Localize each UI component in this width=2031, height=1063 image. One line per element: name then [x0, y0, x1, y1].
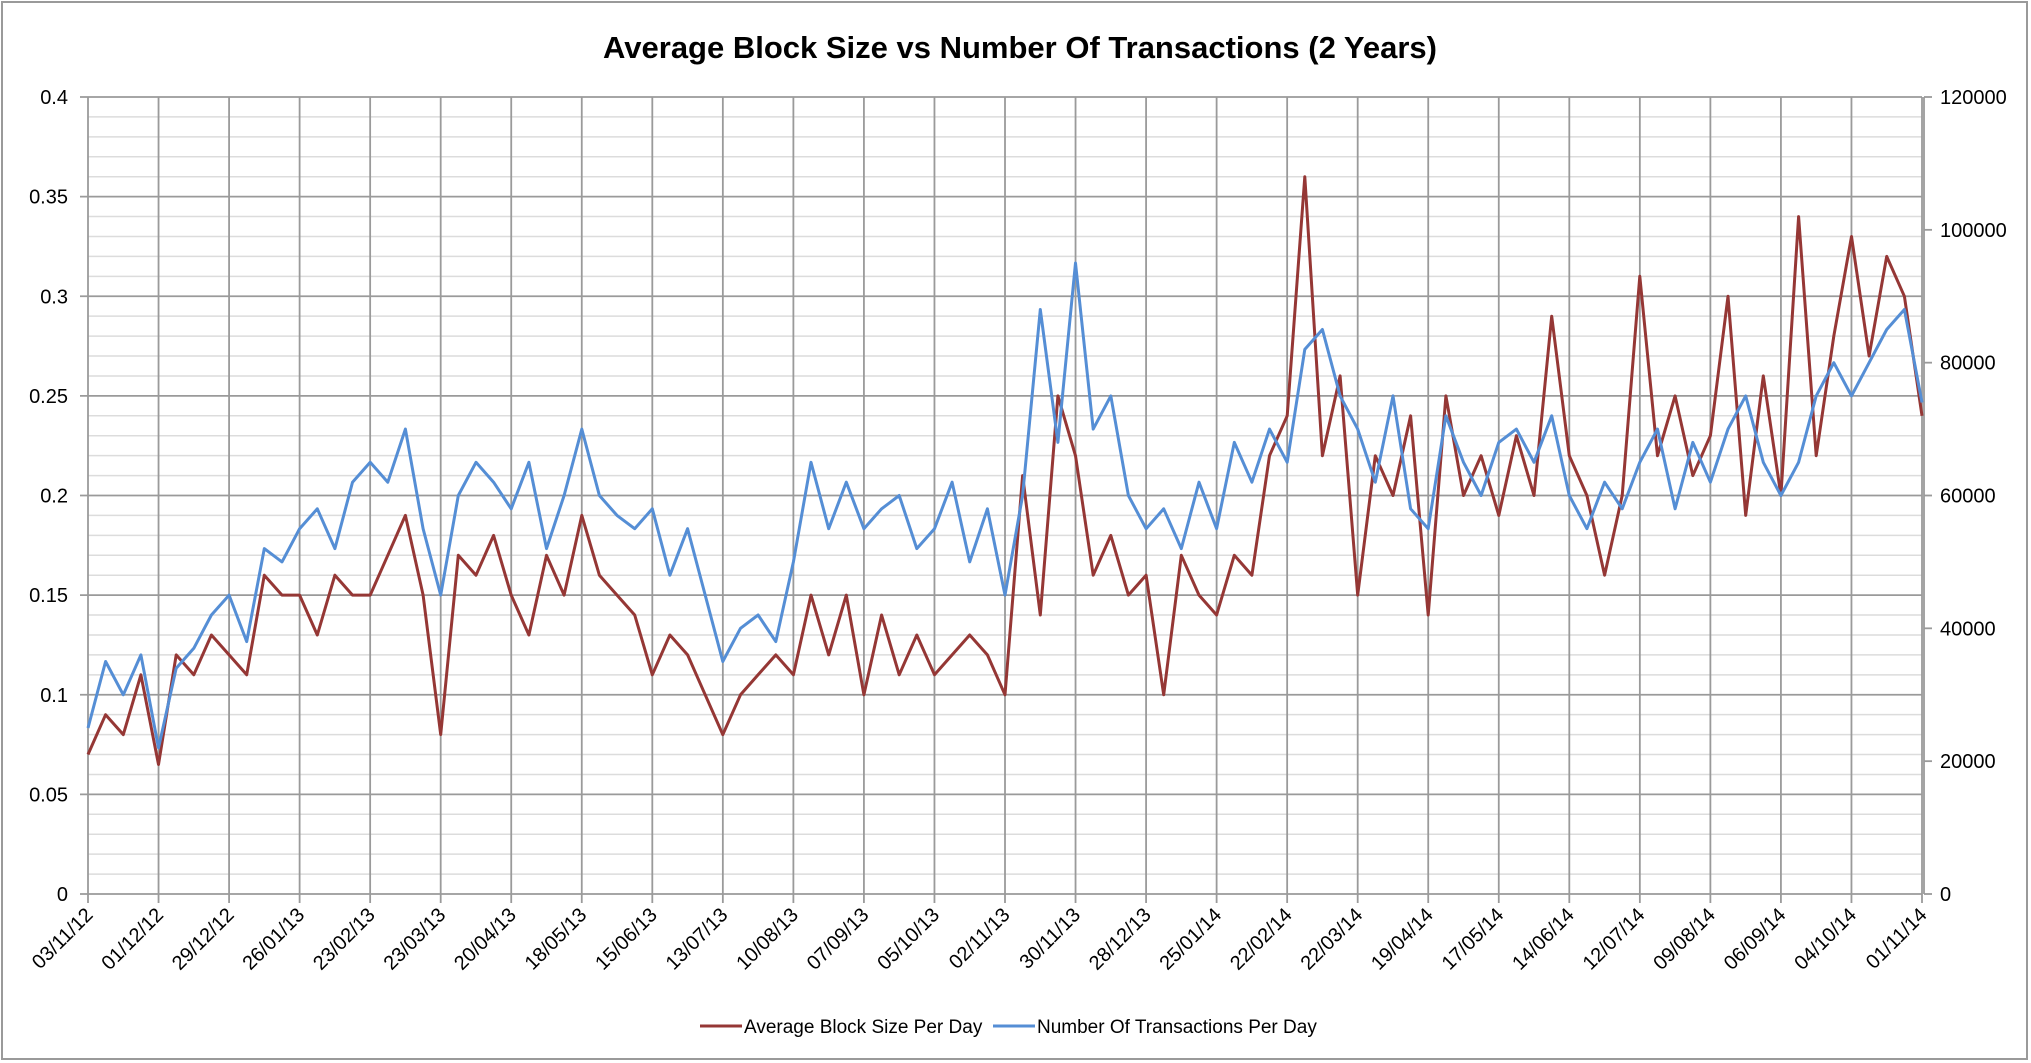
x-tick-label: 20/04/13	[450, 904, 521, 975]
left-y-tick-label: 0.05	[29, 784, 68, 806]
x-tick-label: 23/02/13	[309, 904, 380, 975]
legend: Average Block Size Per Day Number Of Tran…	[700, 1017, 1317, 1038]
left-y-tick-label: 0	[57, 884, 68, 906]
x-tick-label: 06/09/14	[1720, 904, 1791, 975]
left-y-tick-label: 0.15	[29, 585, 68, 607]
right-y-tick-label: 100000	[1940, 220, 2007, 242]
legend-label: Average Block Size Per Day	[744, 1017, 983, 1038]
x-tick-label: 22/03/14	[1297, 904, 1368, 975]
x-axis-ticks: 03/11/12 01/12/12 29/12/12 26/01/13 23/02/13…	[28, 904, 1932, 975]
right-y-tick-label: 20000	[1940, 751, 1996, 773]
left-y-tick-label: 0.2	[40, 486, 68, 508]
x-tick-label: 01/12/12	[97, 904, 168, 975]
x-tick-label: 25/01/14	[1156, 904, 1227, 975]
left-y-tick-label: 0.25	[29, 386, 68, 408]
x-tick-label: 29/12/12	[168, 904, 239, 975]
right-y-tick-label: 120000	[1940, 87, 2007, 109]
left-axis-ticks: 0 0.05 0.1 0.15 0.2 0.25 0.3 0.35 0.4	[29, 87, 68, 906]
left-y-tick-label: 0.3	[40, 286, 68, 308]
series-lines	[86, 175, 1924, 766]
x-tick-label: 12/07/14	[1579, 904, 1650, 975]
x-tick-label: 09/08/14	[1649, 904, 1720, 975]
left-y-tick-label: 0.4	[40, 87, 68, 109]
x-tick-label: 15/06/13	[591, 904, 662, 975]
gridlines	[80, 96, 1925, 903]
left-y-tick-label: 0.1	[40, 685, 68, 707]
x-tick-label: 17/05/14	[1438, 904, 1509, 975]
x-tick-label: 18/05/13	[521, 904, 592, 975]
right-axis-ticks: 0 20000 40000 60000 80000 100000 120000	[1924, 87, 2007, 906]
right-y-tick-label: 0	[1940, 884, 1951, 906]
x-tick-label: 01/11/14	[1862, 904, 1932, 974]
x-tick-label: 04/10/14	[1790, 904, 1861, 975]
left-y-tick-label: 0.35	[29, 187, 68, 209]
right-y-tick-label: 60000	[1940, 486, 1996, 508]
x-tick-label: 26/01/13	[239, 904, 310, 975]
x-tick-label: 30/11/13	[1016, 904, 1086, 974]
x-tick-label: 02/11/13	[945, 904, 1015, 974]
x-tick-label: 14/06/14	[1508, 904, 1579, 975]
right-y-tick-label: 40000	[1940, 618, 1996, 640]
right-y-tick-label: 80000	[1940, 353, 1996, 375]
x-tick-label: 07/09/13	[803, 904, 874, 975]
legend-label: Number Of Transactions Per Day	[1037, 1017, 1317, 1038]
x-tick-label: 13/07/13	[662, 904, 733, 975]
x-tick-label: 22/02/14	[1226, 904, 1297, 975]
x-tick-label: 05/10/13	[873, 904, 944, 975]
x-tick-label: 28/12/13	[1085, 904, 1156, 975]
x-tick-label: 03/11/12	[28, 904, 98, 974]
x-tick-label: 10/08/13	[732, 904, 803, 975]
x-tick-label: 19/04/14	[1367, 904, 1438, 975]
chart-title: Average Block Size vs Number Of Transact…	[603, 30, 1437, 65]
x-tick-label: 23/03/13	[380, 904, 451, 975]
